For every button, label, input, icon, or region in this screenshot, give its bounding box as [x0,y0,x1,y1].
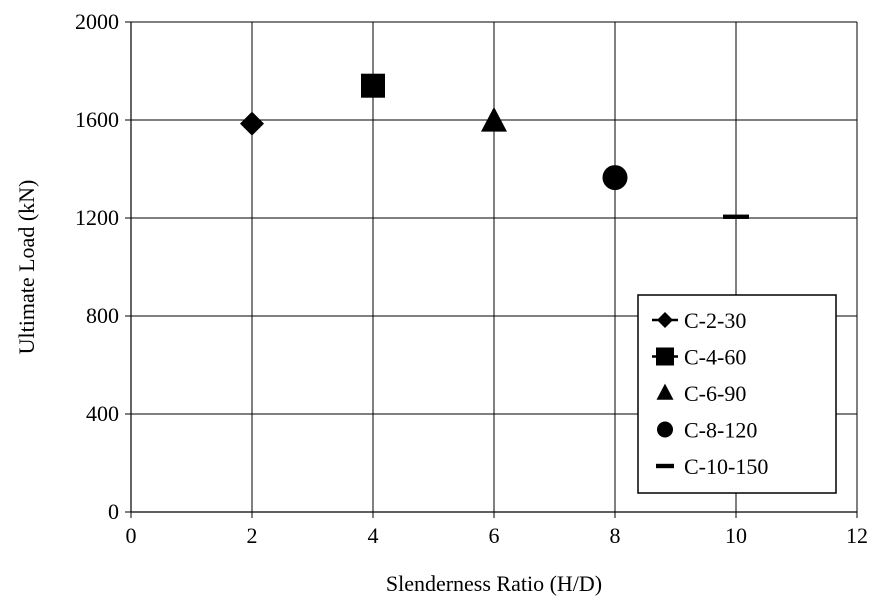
y-axis-title: Ultimate Load (kN) [14,180,39,355]
legend-label: C-2-30 [684,308,746,333]
x-tick-label: 2 [247,523,258,548]
legend-marker-dash-icon [656,463,674,469]
tick-labels: 0 2 4 6 8 10 12 0 400 800 1200 1600 2000 [75,9,868,548]
legend-marker-circle-icon [657,421,673,438]
legend-label: C-8-120 [684,418,757,443]
legend-marker-diamond-icon [657,312,673,328]
x-tick-label: 6 [489,523,500,548]
data-point-C-2-30 [240,111,264,136]
legend-entry-C-10-150: C-10-150 [656,454,768,479]
legend-entry-C-8-120: C-8-120 [657,418,757,443]
x-axis-title: Slenderness Ratio (H/D) [386,571,602,596]
data-point-C-4-60 [361,73,385,98]
x-tick-label: 8 [610,523,621,548]
legend: C-2-30 C-4-60 C-6-90 C-8-120 C-10-150 [637,294,837,494]
y-tick-label: 0 [108,499,119,524]
x-tick-label: 10 [725,523,747,548]
y-tick-label: 2000 [75,9,119,34]
y-tick-label: 400 [86,401,119,426]
legend-label: C-4-60 [684,345,746,370]
x-tick-label: 4 [368,523,379,548]
y-tick-label: 800 [86,303,119,328]
data-point-C-10-150 [723,214,749,219]
legend-label: C-6-90 [684,381,746,406]
data-point-C-8-120 [602,165,628,191]
legend-entry-C-6-90: C-6-90 [656,381,746,406]
data-points [240,73,749,219]
legend-box [637,294,837,494]
legend-entry-C-2-30: C-2-30 [652,308,746,333]
legend-marker-square-icon [656,347,674,366]
y-tick-label: 1200 [75,205,119,230]
x-tick-label: 0 [126,523,137,548]
data-point-C-6-90 [481,106,507,132]
axes [125,21,858,518]
x-tick-label: 12 [846,523,868,548]
legend-label: C-10-150 [684,454,768,479]
legend-entry-C-4-60: C-4-60 [652,345,746,370]
y-tick-label: 1600 [75,107,119,132]
legend-marker-triangle-icon [656,383,674,400]
